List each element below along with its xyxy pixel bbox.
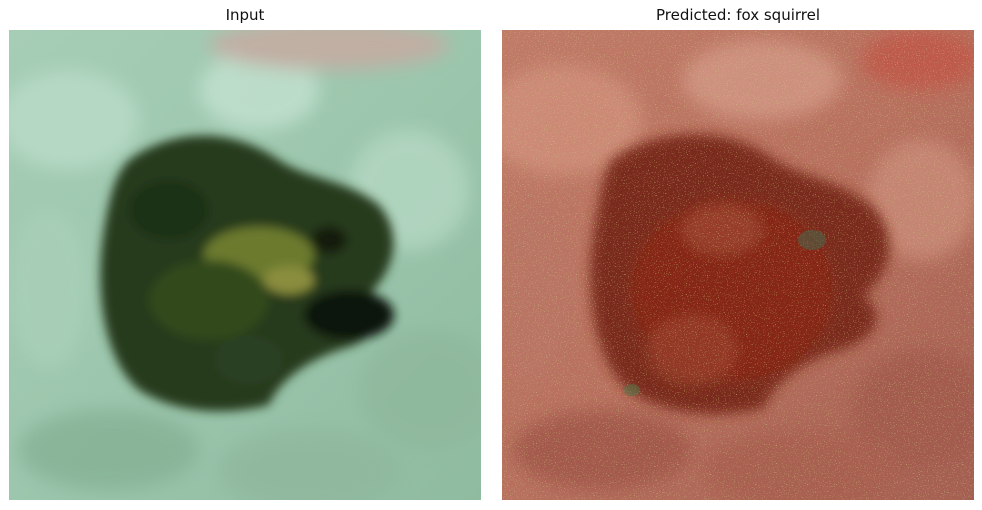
input-image	[9, 30, 481, 500]
input-title: Input	[225, 6, 265, 24]
input-panel: Input	[9, 0, 481, 510]
frog-shape	[100, 135, 394, 412]
prediction-title: Predicted: fox squirrel	[655, 6, 821, 24]
saliency-image	[502, 30, 974, 500]
prediction-panel: Predicted: fox squirrel	[502, 0, 974, 510]
